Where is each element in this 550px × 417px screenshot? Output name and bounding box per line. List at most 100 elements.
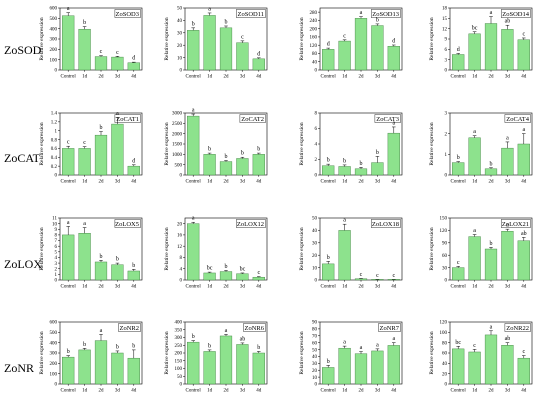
x-tick-label: Control (186, 285, 202, 290)
y-tick-label: 8 (180, 256, 183, 261)
y-tick-label: 0.8 (51, 138, 58, 143)
significance-letter: a (67, 220, 70, 226)
x-tick-label: 3d (505, 389, 511, 394)
y-tick-label: 0 (445, 174, 448, 179)
x-tick-label: 2d (489, 75, 495, 80)
bar (94, 134, 108, 176)
bar (203, 15, 216, 71)
bar (338, 166, 351, 176)
bar (203, 351, 216, 385)
y-tick-label: 240 (310, 19, 318, 24)
y-tick-label: 90 (442, 242, 448, 247)
significance-letter: c (67, 140, 70, 146)
significance-letter: b (100, 254, 103, 260)
x-tick-label: 2d (489, 389, 495, 394)
x-tick-label: 1d (207, 75, 213, 80)
panel-zosod13: 0 40 80 120 160 200 240 280 Relative expression Z… (299, 7, 403, 80)
y-tick-label: 0 (315, 174, 318, 179)
y-tick-label: 20 (177, 222, 183, 227)
x-tick-label: 3d (115, 180, 121, 185)
x-tick-label: 1d (342, 75, 348, 80)
bar (387, 46, 400, 71)
significance-letter: a (116, 111, 119, 117)
bar (62, 15, 75, 71)
bar (387, 345, 400, 385)
y-tick-label: 15 (442, 17, 448, 22)
bar (468, 33, 481, 71)
y-tick-label: 10 (312, 376, 318, 381)
significance-letter: b (360, 161, 363, 167)
significance-letter: c (522, 31, 525, 37)
significance-letter: b (208, 147, 211, 153)
significance-letter: c (473, 343, 476, 349)
significance-letter: c (522, 349, 525, 355)
significance-letter: bc (240, 266, 246, 272)
y-tick-label: 0 (180, 279, 183, 284)
bar (452, 54, 465, 71)
gene-name: ZoLOX21 (502, 221, 529, 228)
row-label-nr: ZoNR (4, 361, 34, 375)
bar (203, 154, 216, 176)
bar (501, 29, 514, 71)
bar (252, 276, 265, 281)
gene-name: ZoLOX18 (372, 221, 399, 228)
bar (501, 147, 514, 176)
panel-zolox21: 0 30 60 90 120 150 Relative expression ZoLOX21 c… (429, 217, 533, 290)
y-tick-label: 12 (442, 27, 448, 32)
bar (322, 165, 335, 176)
bar (78, 148, 91, 176)
y-tick-label: 90 (312, 321, 318, 326)
y-axis-label: Relative expression (164, 17, 170, 60)
y-tick-label: 18 (442, 7, 448, 12)
bar (236, 273, 249, 281)
gene-name-box (236, 219, 266, 228)
bar (338, 230, 351, 281)
panel-zocat3: 0 2 4 6 8 Relative expression ZoCAT3 b Control b 1… (299, 112, 403, 185)
x-tick-label: 1d (82, 389, 88, 394)
bar (127, 357, 140, 385)
significance-letter: d (457, 47, 460, 53)
bar (501, 231, 514, 281)
y-tick-label: 100 (50, 372, 58, 377)
significance-letter: a (225, 328, 228, 334)
bar (452, 162, 465, 176)
gene-name: ZoSOD3 (116, 11, 139, 18)
x-tick-label: 2d (359, 75, 365, 80)
bar (187, 115, 200, 176)
significance-letter: a (490, 324, 493, 330)
x-tick-label: 1d (472, 180, 478, 185)
y-tick-label: 2000 (172, 132, 183, 137)
x-tick-label: 4d (391, 75, 397, 80)
significance-letter: a (192, 216, 195, 222)
gene-name: ZoNR6 (245, 325, 265, 332)
bar (187, 30, 200, 71)
gene-name: ZoSOD13 (372, 11, 399, 18)
x-tick-label: 3d (375, 180, 381, 185)
y-tick-label: 2 (315, 158, 318, 163)
x-tick-label: 3d (375, 75, 381, 80)
y-tick-label: 60 (442, 352, 448, 357)
significance-letter: a (360, 345, 363, 351)
x-tick-label: Control (186, 389, 202, 394)
y-axis-label: Relative expression (429, 17, 435, 60)
bar (387, 132, 400, 176)
y-tick-label: 0 (315, 383, 318, 388)
bar (219, 271, 233, 281)
y-tick-label: 70 (312, 334, 318, 339)
y-tick-label: 3 (55, 262, 58, 267)
y-tick-label: 6 (55, 245, 58, 250)
bar (252, 154, 265, 176)
x-tick-label: 4d (521, 389, 527, 394)
y-tick-label: 0.6 (51, 147, 58, 152)
panel-zosod14: 0 3 6 9 12 15 18 Relative expression ZoSOD14 d Con… (429, 7, 533, 80)
y-tick-label: 16 (177, 234, 183, 239)
y-tick-label: 8 (55, 234, 58, 239)
x-tick-label: 3d (115, 389, 121, 394)
bar (468, 351, 481, 385)
bar (354, 353, 368, 385)
y-tick-label: 80 (312, 52, 318, 57)
y-tick-label: 0 (55, 174, 58, 179)
y-tick-label: 50 (177, 375, 183, 380)
significance-letter: ab (505, 336, 511, 342)
row-labels: ZoSOD ZoCAT ZoLOX ZoNR (4, 43, 42, 375)
